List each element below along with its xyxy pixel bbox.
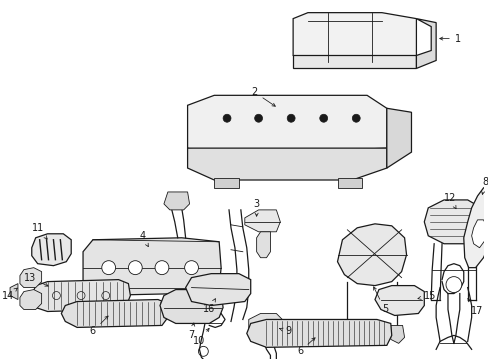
Text: 17: 17 <box>467 298 483 316</box>
Circle shape <box>351 114 360 122</box>
Polygon shape <box>187 95 386 155</box>
Circle shape <box>319 114 327 122</box>
Polygon shape <box>374 285 424 315</box>
Circle shape <box>128 261 142 275</box>
Polygon shape <box>256 232 270 258</box>
Text: 6: 6 <box>296 338 314 356</box>
Text: 12: 12 <box>443 193 455 209</box>
Polygon shape <box>20 289 41 310</box>
Polygon shape <box>337 224 406 285</box>
Polygon shape <box>248 314 284 341</box>
Text: 2: 2 <box>251 87 275 106</box>
Polygon shape <box>32 234 71 266</box>
Text: 6: 6 <box>90 316 108 336</box>
Circle shape <box>102 261 115 275</box>
Polygon shape <box>463 184 488 268</box>
Text: 1: 1 <box>439 33 460 44</box>
Polygon shape <box>292 13 416 62</box>
Text: 11: 11 <box>32 223 47 239</box>
Polygon shape <box>390 325 404 343</box>
Text: 16: 16 <box>203 299 215 315</box>
Polygon shape <box>244 210 280 232</box>
Polygon shape <box>416 19 435 68</box>
Circle shape <box>223 114 230 122</box>
Polygon shape <box>187 148 386 180</box>
Text: 14: 14 <box>2 288 17 301</box>
Polygon shape <box>32 280 130 311</box>
Text: 9: 9 <box>279 327 291 336</box>
Polygon shape <box>185 274 250 306</box>
Text: 15: 15 <box>417 291 435 301</box>
Polygon shape <box>10 284 18 300</box>
Text: 5: 5 <box>373 287 387 315</box>
Circle shape <box>184 261 198 275</box>
Polygon shape <box>20 268 41 288</box>
Text: 10: 10 <box>193 328 209 346</box>
Circle shape <box>286 114 294 122</box>
Text: 7: 7 <box>188 323 194 341</box>
Polygon shape <box>163 192 189 210</box>
Circle shape <box>155 261 168 275</box>
Polygon shape <box>83 238 221 296</box>
Polygon shape <box>341 325 355 343</box>
Polygon shape <box>160 289 223 323</box>
Polygon shape <box>214 178 239 188</box>
Text: 4: 4 <box>139 231 148 247</box>
Text: 8: 8 <box>481 177 488 194</box>
Circle shape <box>254 114 262 122</box>
Polygon shape <box>471 220 487 248</box>
Polygon shape <box>424 200 485 244</box>
Polygon shape <box>246 319 391 347</box>
Text: 3: 3 <box>253 199 259 216</box>
Circle shape <box>445 276 461 293</box>
Polygon shape <box>292 55 416 68</box>
Polygon shape <box>337 178 362 188</box>
Polygon shape <box>61 300 167 328</box>
Polygon shape <box>386 108 410 168</box>
Text: 13: 13 <box>23 273 48 286</box>
